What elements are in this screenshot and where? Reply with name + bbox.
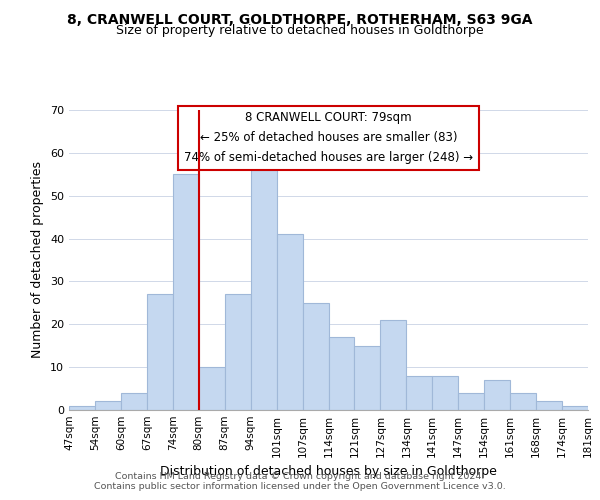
- Bar: [302, 303, 329, 410]
- Text: 8 CRANWELL COURT: 79sqm
← 25% of detached houses are smaller (83)
74% of semi-de: 8 CRANWELL COURT: 79sqm ← 25% of detache…: [184, 112, 473, 164]
- Bar: [69, 406, 95, 410]
- Text: Contains public sector information licensed under the Open Government Licence v3: Contains public sector information licen…: [94, 482, 506, 491]
- Bar: [95, 402, 121, 410]
- Bar: [251, 170, 277, 410]
- Bar: [562, 406, 588, 410]
- Bar: [536, 402, 562, 410]
- Bar: [121, 393, 147, 410]
- Bar: [199, 367, 224, 410]
- Text: 8, CRANWELL COURT, GOLDTHORPE, ROTHERHAM, S63 9GA: 8, CRANWELL COURT, GOLDTHORPE, ROTHERHAM…: [67, 12, 533, 26]
- Bar: [510, 393, 536, 410]
- Bar: [225, 294, 251, 410]
- X-axis label: Distribution of detached houses by size in Goldthorpe: Distribution of detached houses by size …: [160, 466, 497, 478]
- Bar: [433, 376, 458, 410]
- Y-axis label: Number of detached properties: Number of detached properties: [31, 162, 44, 358]
- Bar: [355, 346, 380, 410]
- Bar: [380, 320, 406, 410]
- Bar: [147, 294, 173, 410]
- Bar: [406, 376, 432, 410]
- Bar: [173, 174, 199, 410]
- Bar: [277, 234, 302, 410]
- Text: Size of property relative to detached houses in Goldthorpe: Size of property relative to detached ho…: [116, 24, 484, 37]
- Bar: [329, 337, 355, 410]
- Bar: [484, 380, 510, 410]
- Text: Contains HM Land Registry data © Crown copyright and database right 2024.: Contains HM Land Registry data © Crown c…: [115, 472, 485, 481]
- Bar: [458, 393, 484, 410]
